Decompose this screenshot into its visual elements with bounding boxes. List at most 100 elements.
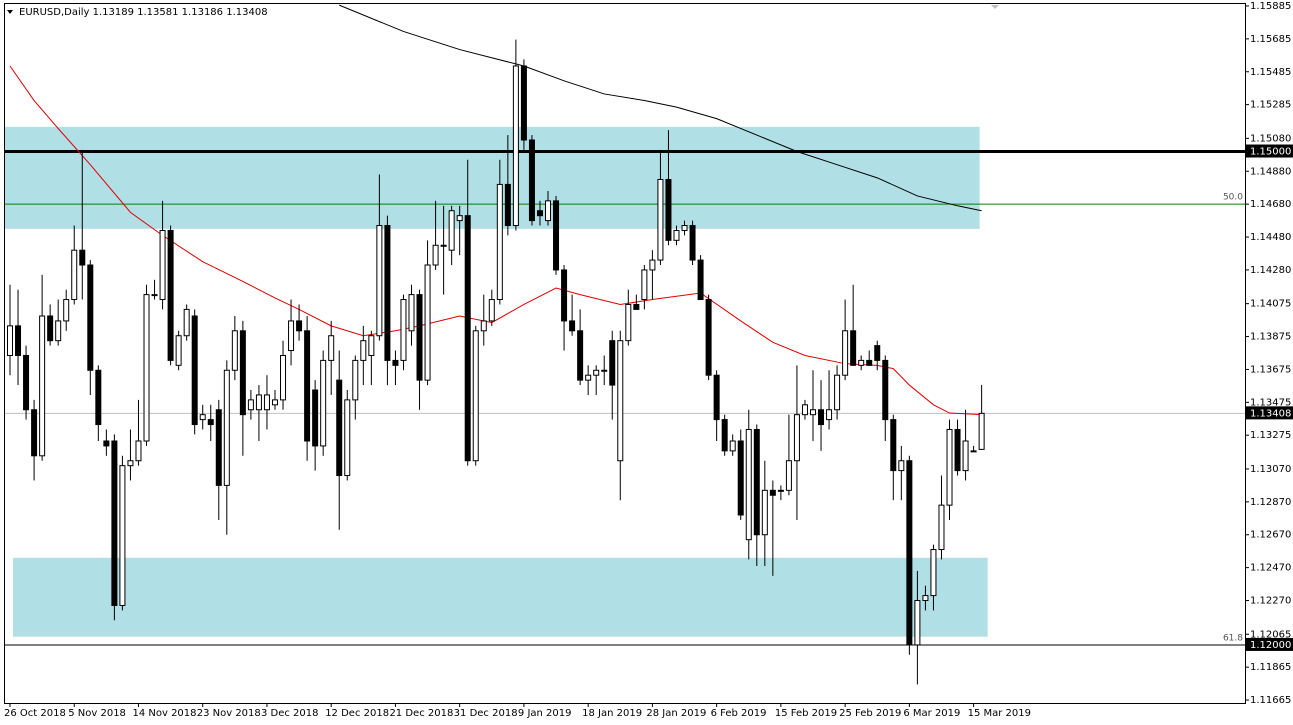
candle-body	[970, 450, 977, 453]
candle-body	[231, 330, 238, 371]
candle-body	[151, 294, 158, 297]
candle-body	[368, 335, 375, 356]
candle-body	[625, 303, 632, 342]
y-tick-label: 1.14280	[1250, 265, 1291, 276]
candle-body	[777, 489, 784, 492]
price-label-box	[1246, 144, 1293, 158]
candle-body	[448, 210, 455, 251]
y-tick-label: 1.12670	[1250, 530, 1291, 541]
candle-body	[119, 465, 126, 606]
candle-body	[215, 409, 222, 486]
candle-body	[15, 325, 22, 356]
menu-arrow[interactable]	[7, 10, 13, 14]
axes: 1.15885 1.15685 1.15485 1.15285 1.15080 1.148…	[4, 1, 1293, 719]
candle-body	[585, 374, 592, 381]
candle-body	[512, 65, 519, 227]
candle-body	[810, 409, 816, 416]
candle-body	[826, 409, 833, 421]
candle-body	[673, 229, 680, 241]
y-tick-label: 1.11865	[1250, 662, 1291, 673]
candle-body	[175, 335, 182, 366]
candle-body	[336, 379, 343, 477]
candle-body	[247, 399, 254, 411]
y-tick-label: 1.13875	[1250, 332, 1291, 343]
candle-body	[938, 504, 945, 551]
candle-body	[271, 399, 278, 406]
y-tick-label: 1.13675	[1250, 364, 1291, 375]
x-tick-label: 15 Feb 2019	[775, 708, 837, 719]
candle-body	[344, 399, 351, 477]
candle-body	[528, 139, 535, 222]
candle-body	[296, 320, 303, 332]
candle-body	[866, 359, 873, 366]
candle-body	[480, 320, 487, 332]
x-tick-label: 6 Mar 2019	[903, 708, 960, 719]
candle-body	[223, 369, 230, 486]
candle-body	[103, 440, 110, 447]
x-tick-label: 9 Jan 2019	[518, 708, 572, 719]
x-tick-label: 14 Nov 2018	[132, 708, 196, 719]
candle-body	[320, 359, 327, 447]
candle-body	[504, 183, 511, 227]
candle-body	[143, 294, 150, 442]
candle-body	[850, 330, 857, 366]
candle-body	[657, 178, 664, 261]
candle-body	[304, 330, 311, 442]
y-tick-label: 1.15885	[1250, 1, 1291, 12]
candle-body	[384, 225, 391, 361]
y-tick-label: 1.12270	[1250, 596, 1291, 607]
candle-body	[793, 414, 800, 462]
x-tick-label: 3 Dec 2018	[261, 708, 319, 719]
price-label: 1.15000	[1250, 147, 1291, 158]
candle-body	[729, 440, 736, 452]
y-tick-label: 1.12470	[1250, 563, 1291, 574]
candle-body	[553, 200, 560, 271]
candle-body	[769, 489, 776, 496]
candle-body	[87, 264, 94, 371]
candle-body	[569, 320, 576, 332]
price-label-box	[1246, 637, 1293, 651]
fib-label: 50.0	[1223, 193, 1243, 203]
candle-body	[930, 549, 937, 597]
candle-body	[609, 340, 616, 386]
fib-label: 61.8	[1223, 633, 1243, 643]
candle-body	[890, 419, 897, 472]
candle-body	[328, 335, 335, 361]
x-tick-label: 15 Mar 2019	[968, 708, 1031, 719]
candle-body	[962, 440, 969, 472]
candle-body	[55, 320, 62, 342]
candle-body	[801, 404, 808, 416]
candle-body	[922, 595, 929, 602]
candle-body	[360, 340, 367, 361]
x-tick-label: 21 Dec 2018	[389, 708, 453, 719]
y-tick-label: 1.15285	[1250, 100, 1291, 111]
candle-body	[207, 419, 214, 426]
candle-body	[753, 428, 760, 536]
x-tick-label: 25 Feb 2019	[839, 708, 901, 719]
y-tick-label: 1.14480	[1250, 232, 1291, 243]
candle-body	[127, 460, 134, 467]
shift-marker	[991, 5, 999, 9]
y-tick-label: 1.13070	[1250, 464, 1291, 475]
candle-body	[432, 244, 439, 266]
candle-body	[641, 269, 648, 301]
candle-body	[874, 345, 881, 361]
candle-body	[882, 359, 889, 421]
x-tick-label: 6 Feb 2019	[711, 708, 767, 719]
candle-body	[95, 369, 102, 426]
y-tick-label: 1.12065	[1250, 629, 1291, 640]
candle-body	[239, 330, 246, 416]
candle-body	[47, 315, 54, 342]
y-tick-label: 1.15080	[1250, 133, 1291, 144]
y-tick-label: 1.12870	[1250, 497, 1291, 508]
candle-body	[255, 394, 262, 411]
candle-body	[785, 460, 792, 491]
candle-body	[472, 330, 479, 462]
candle-body	[954, 428, 961, 472]
candle-body	[135, 440, 142, 462]
candle-body	[834, 374, 841, 411]
candle-body	[464, 215, 471, 462]
candle-body	[63, 299, 70, 322]
candle-body	[183, 308, 190, 337]
